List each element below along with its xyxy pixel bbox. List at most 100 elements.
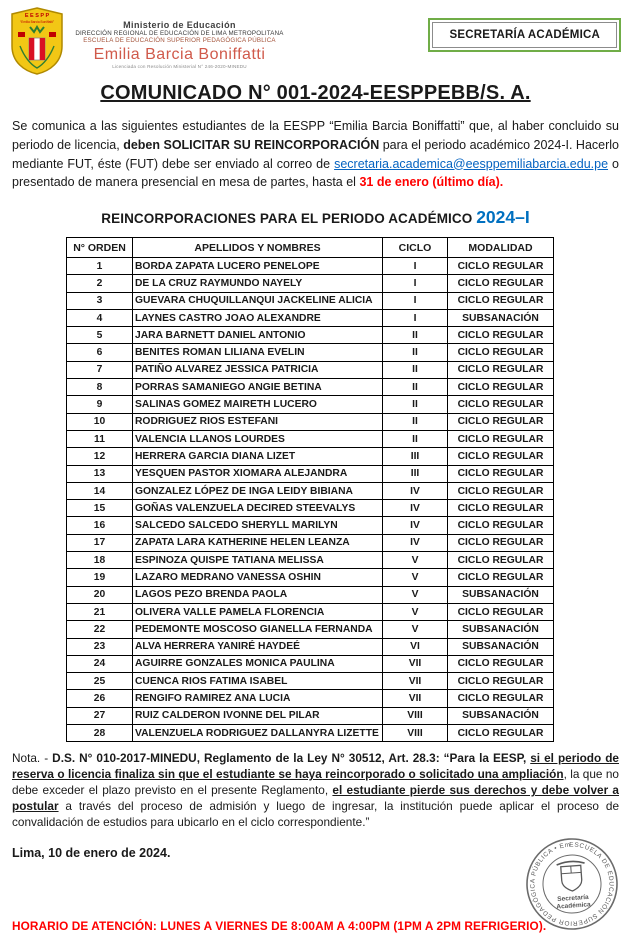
- peru-flag: [28, 37, 46, 61]
- name-cell: OLIVERA VALLE PAMELA FLORENCIA: [132, 602, 383, 622]
- header-names: APELLIDOS Y NOMBRES: [132, 237, 383, 258]
- table-row: 18 ESPINOZA QUISPE TATIANA MELISSA V CICLO …: [66, 551, 554, 570]
- modality-cell: CICLO REGULAR: [447, 395, 554, 414]
- name-cell: ZAPATA LARA KATHERINE HELEN LEANZA: [132, 533, 383, 553]
- header-cycle: CICLO: [382, 237, 448, 258]
- cycle-cell: IV: [382, 533, 448, 553]
- cycle-cell: I: [382, 291, 448, 310]
- order-cell: 26: [66, 689, 133, 708]
- table-row: 28 VALENZUELA RODRIGUEZ DALLANYRA LIZETTE…: [66, 724, 554, 743]
- attention-schedule: HORARIO DE ATENCIÓN: LUNES A VIERNES DE …: [12, 919, 547, 933]
- svg-text:ESCUELA DE EDUCACIÓN SUPERIOR: ESCUELA DE EDUCACIÓN SUPERIOR PEDAGÓGICA…: [519, 833, 618, 930]
- cycle-cell: I: [382, 256, 448, 276]
- order-cell: 9: [66, 395, 133, 414]
- table-row: 21 OLIVERA VALLE PAMELA FLORENCIA V CICLO R…: [66, 602, 554, 622]
- table-row: 10 RODRIGUEZ RIOS ESTEFANI II CICLO REGULAR: [66, 412, 554, 431]
- name-cell: ESPINOZA QUISPE TATIANA MELISSA: [132, 551, 383, 570]
- order-cell: 10: [66, 412, 133, 431]
- order-cell: 23: [66, 637, 133, 656]
- name-cell: GUEVARA CHUQUILLANQUI JACKELINE ALICIA: [132, 291, 383, 310]
- name-cell: RENGIFO RAMIREZ ANA LUCIA: [132, 689, 383, 708]
- table-title: REINCORPORACIONES PARA EL PERIODO ACADÉM…: [0, 207, 631, 228]
- table-row: 17 ZAPATA LARA KATHERINE HELEN LEANZA IV CI…: [66, 533, 554, 553]
- table-row: 14 GONZALEZ LÓPEZ DE INGA LEIDY BIBIANA IV…: [66, 481, 554, 501]
- intro-part1: Se comunica a las siguientes estudiantes…: [12, 119, 619, 152]
- ministry-name: Ministerio de Educación: [123, 20, 236, 30]
- license-line: Licenciada con Resolución Ministerial N°…: [112, 63, 247, 69]
- table-row: 24 AGUIRRE GONZALES MONICA PAULINA VII CICL…: [66, 654, 554, 674]
- modality-cell: CICLO REGULAR: [447, 672, 554, 691]
- cycle-cell: V: [382, 568, 448, 587]
- order-cell: 17: [66, 533, 133, 553]
- header-modality: MODALIDAD: [447, 237, 554, 258]
- intro-paragraph: Se comunica a las siguientes estudiantes…: [12, 117, 619, 192]
- cycle-cell: II: [382, 395, 448, 414]
- order-cell: 15: [66, 499, 133, 518]
- logo-acronym: E E S P P: [25, 13, 50, 19]
- name-cell: BORDA ZAPATA LUCERO PENELOPE: [132, 256, 383, 276]
- name-cell: CUENCA RIOS FATIMA ISABEL: [132, 672, 383, 691]
- page-title: COMUNICADO N° 001-2024-EESPPEBB/S. A.: [100, 82, 531, 104]
- seal-coat-of-arms: [556, 860, 585, 892]
- modality-cell: SUBSANACIÓN: [447, 637, 554, 656]
- cycle-cell: VIII: [382, 706, 448, 726]
- table-row: 15 GOÑAS VALENZUELA DECIRED STEEVALYS IV CI…: [66, 499, 554, 518]
- order-cell: 18: [66, 551, 133, 570]
- modality-cell: CICLO REGULAR: [447, 499, 554, 518]
- cycle-cell: I: [382, 308, 448, 328]
- institutional-seal: ESCUELA DE EDUCACIÓN SUPERIOR PEDAGÓGICA…: [519, 833, 618, 930]
- cycle-cell: VII: [382, 654, 448, 674]
- table-title-period: 2024–I: [476, 207, 530, 227]
- table-row: 7 PATIÑO ALVAREZ JESSICA PATRICIA II CICLO …: [66, 360, 554, 380]
- intro-part2: para el periodo académico 2024-I. Hacerl…: [12, 137, 619, 171]
- cycle-cell: II: [382, 326, 448, 345]
- modality-cell: CICLO REGULAR: [447, 378, 554, 397]
- name-cell: LAGOS PEZO BRENDA PAOLA: [132, 585, 383, 604]
- cycle-cell: IV: [382, 481, 448, 501]
- modality-cell: CICLO REGULAR: [447, 724, 554, 743]
- note-underlined-2: el estudiante pierde sus derechos y debe…: [12, 783, 619, 814]
- modality-cell: CICLO REGULAR: [447, 654, 554, 674]
- table-row: 20 LAGOS PEZO BRENDA PAOLA V SUBSANACIÓN: [66, 585, 554, 604]
- cycle-cell: II: [382, 378, 448, 397]
- table-row: 23 ALVA HERRERA YANIRÉ HAYDEÉ VI SUBSANACIÓ…: [66, 637, 554, 656]
- table-row: 4 LAYNES CASTRO JOAO ALEXANDRE I SUBSANACIÓ…: [66, 308, 554, 328]
- name-cell: DE LA CRUZ RAYMUNDO NAYELY: [132, 274, 383, 293]
- modality-cell: CICLO REGULAR: [447, 256, 554, 276]
- table-row: 6 BENITES ROMAN LILIANA EVELIN II CICLO REG…: [66, 343, 554, 362]
- cycle-cell: IV: [382, 516, 448, 535]
- reincorporation-table: N° ORDEN APELLIDOS Y NOMBRES CICLO MODAL…: [66, 237, 554, 743]
- table-row: 25 CUENCA RIOS FATIMA ISABEL VII CICLO REGU…: [66, 672, 554, 691]
- name-cell: SALCEDO SALCEDO SHERYLL MARILYN: [132, 516, 383, 535]
- table-row: 1 BORDA ZAPATA LUCERO PENELOPE I CICLO REGU…: [66, 256, 554, 276]
- cycle-cell: IV: [382, 499, 448, 518]
- note-underlined-1: si el periodo de reserva o licencia fina…: [12, 751, 619, 782]
- order-cell: 19: [66, 568, 133, 587]
- note-middle: , la que no debe exceder el plazo previs…: [12, 767, 619, 798]
- table-row: 27 RUIZ CALDERON IVONNE DEL PILAR VIII SUBS…: [66, 706, 554, 726]
- cycle-cell: I: [382, 274, 448, 293]
- name-cell: GONZALEZ LÓPEZ DE INGA LEIDY BIBIANA: [132, 481, 383, 501]
- header-order: N° ORDEN: [66, 237, 133, 258]
- table-row: 13 YESQUEN PASTOR XIOMARA ALEJANDRA III CIC…: [66, 464, 554, 483]
- secretaria-email-link[interactable]: secretaria.academica@eesppemiliabarcia.e…: [334, 156, 609, 171]
- order-cell: 5: [66, 326, 133, 345]
- deadline-text: 31 de enero (último día).: [359, 175, 504, 190]
- modality-cell: SUBSANACIÓN: [447, 308, 554, 328]
- modality-cell: CICLO REGULAR: [447, 533, 554, 553]
- modality-cell: CICLO REGULAR: [447, 291, 554, 310]
- cycle-cell: V: [382, 602, 448, 622]
- school-name: Emilia Barcia Boniffatti: [93, 45, 266, 63]
- modality-cell: CICLO REGULAR: [447, 568, 554, 587]
- table-row: 8 PORRAS SAMANIEGO ANGIE BETINA II CICLO RE…: [66, 378, 554, 397]
- order-cell: 24: [66, 654, 133, 674]
- modality-cell: CICLO REGULAR: [447, 516, 554, 535]
- cycle-cell: II: [382, 412, 448, 431]
- modality-cell: SUBSANACIÓN: [447, 706, 554, 726]
- order-cell: 22: [66, 620, 133, 639]
- modality-cell: CICLO REGULAR: [447, 481, 554, 501]
- table-row: 9 SALINAS GOMEZ MAIRETH LUCERO II CICLO REG…: [66, 395, 554, 414]
- modality-cell: CICLO REGULAR: [447, 602, 554, 622]
- modality-cell: CICLO REGULAR: [447, 689, 554, 708]
- table-body: 1 BORDA ZAPATA LUCERO PENELOPE I CICLO REGU…: [66, 256, 554, 743]
